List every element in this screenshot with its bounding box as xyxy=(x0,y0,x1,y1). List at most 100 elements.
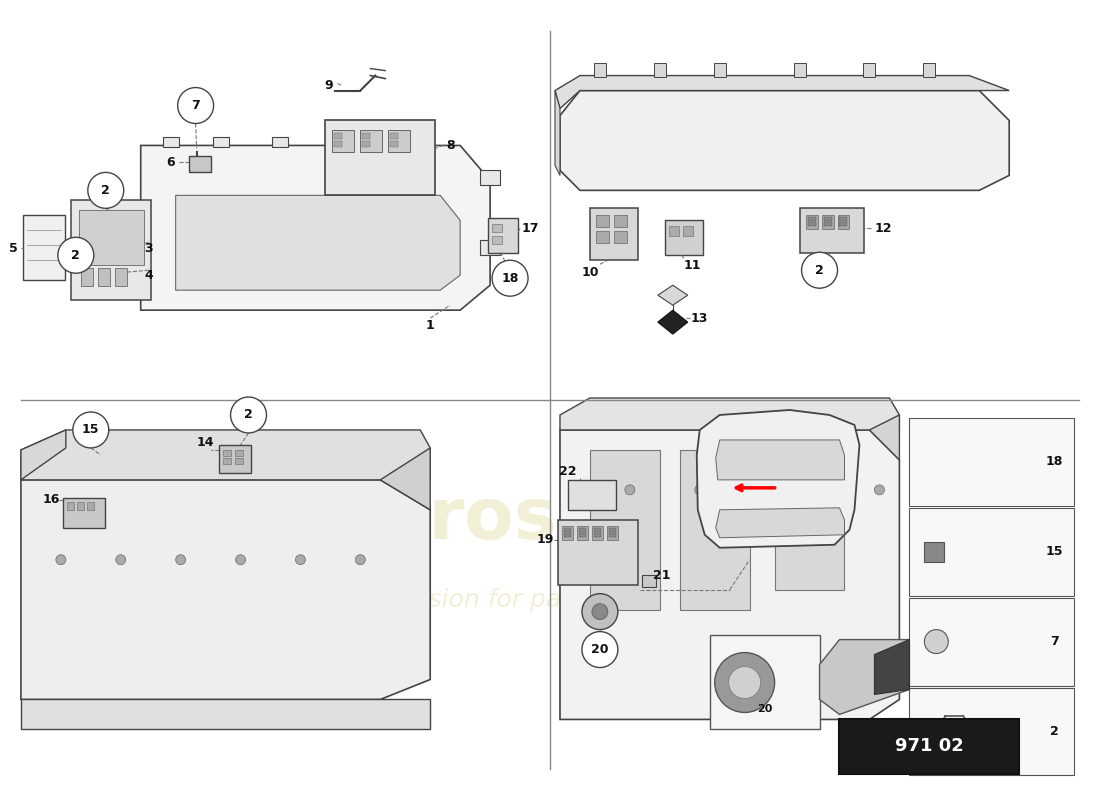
Bar xyxy=(774,450,845,590)
Bar xyxy=(219,445,251,473)
Bar xyxy=(492,224,502,232)
Text: 13: 13 xyxy=(691,312,708,325)
Bar xyxy=(488,218,518,254)
Text: 18: 18 xyxy=(502,272,519,285)
Text: 20: 20 xyxy=(757,705,772,714)
Polygon shape xyxy=(556,75,1009,109)
Bar xyxy=(807,218,815,222)
Bar xyxy=(590,450,660,610)
Bar xyxy=(864,62,876,77)
Bar xyxy=(163,138,178,147)
Polygon shape xyxy=(716,508,845,538)
Text: 11: 11 xyxy=(684,258,702,272)
Bar xyxy=(805,215,817,230)
Bar xyxy=(579,528,586,532)
Polygon shape xyxy=(21,430,430,480)
Polygon shape xyxy=(658,310,688,334)
Text: 16: 16 xyxy=(42,494,59,506)
Bar xyxy=(594,528,601,532)
Bar xyxy=(824,218,832,222)
Circle shape xyxy=(592,604,608,620)
Circle shape xyxy=(116,554,125,565)
Polygon shape xyxy=(560,398,900,430)
Bar xyxy=(592,526,603,540)
Bar xyxy=(562,526,573,540)
Bar xyxy=(492,236,502,244)
Bar xyxy=(839,719,1020,774)
Text: 2: 2 xyxy=(244,409,253,422)
Text: 2: 2 xyxy=(815,264,824,277)
Circle shape xyxy=(874,485,884,495)
Polygon shape xyxy=(556,90,560,175)
Bar xyxy=(680,450,750,610)
Bar xyxy=(234,450,242,456)
Text: 14: 14 xyxy=(197,437,215,450)
Circle shape xyxy=(88,172,123,208)
Bar xyxy=(800,208,865,254)
Bar xyxy=(609,533,616,537)
Bar xyxy=(362,142,371,147)
Bar xyxy=(212,138,229,147)
Bar xyxy=(594,533,601,537)
Text: 15: 15 xyxy=(82,423,99,437)
Text: 22: 22 xyxy=(559,466,576,478)
Polygon shape xyxy=(874,639,910,694)
Text: 2: 2 xyxy=(101,184,110,197)
Polygon shape xyxy=(658,285,688,305)
Text: 19: 19 xyxy=(537,534,553,546)
Circle shape xyxy=(825,485,835,495)
Bar xyxy=(607,526,618,540)
Bar xyxy=(594,62,606,77)
Circle shape xyxy=(58,238,94,274)
Bar xyxy=(222,450,231,456)
Bar xyxy=(67,502,74,510)
Bar xyxy=(923,62,935,77)
Bar xyxy=(710,634,820,730)
Text: a passion for parts since 1985: a passion for parts since 1985 xyxy=(361,588,739,612)
Text: 15: 15 xyxy=(1045,546,1063,558)
Bar xyxy=(70,200,151,300)
Bar xyxy=(714,62,726,77)
Text: 971 02: 971 02 xyxy=(895,738,964,755)
Text: 21: 21 xyxy=(653,569,671,582)
Bar xyxy=(578,526,587,540)
Bar xyxy=(596,231,609,243)
Bar xyxy=(390,142,398,147)
Polygon shape xyxy=(176,195,460,290)
Circle shape xyxy=(296,554,306,565)
Polygon shape xyxy=(696,410,859,548)
Text: eurosparts: eurosparts xyxy=(329,486,771,554)
Polygon shape xyxy=(560,90,1009,190)
Text: 20: 20 xyxy=(591,643,608,656)
Text: 4: 4 xyxy=(144,269,153,282)
Bar xyxy=(80,268,92,286)
Bar xyxy=(664,220,703,255)
Bar xyxy=(614,231,627,243)
Bar xyxy=(342,138,359,147)
Bar xyxy=(480,240,501,255)
Bar xyxy=(412,138,428,147)
Bar xyxy=(653,62,666,77)
Polygon shape xyxy=(21,480,430,699)
Polygon shape xyxy=(869,415,900,460)
Bar xyxy=(824,222,832,226)
Bar xyxy=(596,215,609,227)
Bar xyxy=(188,157,210,172)
Bar xyxy=(837,215,849,230)
Circle shape xyxy=(625,485,635,495)
Bar xyxy=(390,134,398,139)
Circle shape xyxy=(176,554,186,565)
Bar xyxy=(23,215,65,280)
Polygon shape xyxy=(141,146,491,310)
Text: 7: 7 xyxy=(191,99,200,112)
Bar xyxy=(910,418,1074,506)
Bar xyxy=(910,598,1074,686)
Bar xyxy=(793,62,805,77)
Circle shape xyxy=(231,397,266,433)
Circle shape xyxy=(715,653,774,713)
Bar xyxy=(568,480,616,510)
Text: 7: 7 xyxy=(1049,635,1058,648)
Circle shape xyxy=(235,554,245,565)
Bar xyxy=(558,520,638,585)
Circle shape xyxy=(56,554,66,565)
